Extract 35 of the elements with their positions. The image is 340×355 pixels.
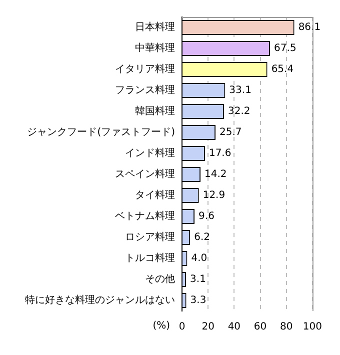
x-tick-label: 60 (254, 322, 267, 333)
y-tick-label: ロシア料理 (125, 231, 175, 244)
data-label: 25.7 (220, 127, 242, 138)
y-tick-label: スペイン料理 (115, 168, 175, 180)
data-label: 12.9 (202, 190, 226, 202)
y-tick-label: タイ料理 (135, 189, 175, 202)
data-label: 33.1 (229, 85, 252, 96)
x-axis-title: (%) (152, 320, 170, 332)
data-label: 6.2 (194, 232, 210, 244)
y-tick-label: 特に好きな料理のジャンルはない (25, 294, 175, 306)
x-tick-label: 100 (302, 322, 322, 333)
data-label: 3.3 (190, 295, 206, 306)
data-label: 32.2 (228, 106, 250, 118)
data-label: 67.5 (274, 43, 296, 54)
y-tick-label: 日本料理 (135, 21, 175, 34)
x-tick-label: 0 (178, 322, 186, 333)
data-label: 14.2 (204, 169, 227, 180)
data-label: 3.1 (190, 274, 206, 286)
x-tick-label: 80 (280, 322, 293, 333)
data-label: 65.4 (271, 64, 294, 76)
data-label: 86.1 (298, 22, 321, 34)
y-tick-label: 中華料理 (135, 42, 175, 54)
y-tick-label: ベトナム料理 (115, 210, 175, 222)
data-label: 17.6 (208, 148, 232, 160)
y-tick-label: ジャンクフード(ファストフード) (27, 127, 176, 138)
y-tick-label: トルコ料理 (125, 252, 175, 264)
y-tick-label: インド料理 (125, 147, 175, 160)
y-tick-label: フランス料理 (115, 84, 175, 96)
x-tick-label: 20 (202, 322, 214, 333)
y-tick-label: その他 (145, 273, 175, 286)
y-tick-label: 韓国料理 (135, 105, 175, 118)
data-label: 9.6 (198, 211, 214, 222)
x-tick-label: 40 (228, 322, 241, 333)
y-tick-label: イタリア料理 (115, 63, 175, 76)
data-label: 4.0 (191, 253, 208, 264)
